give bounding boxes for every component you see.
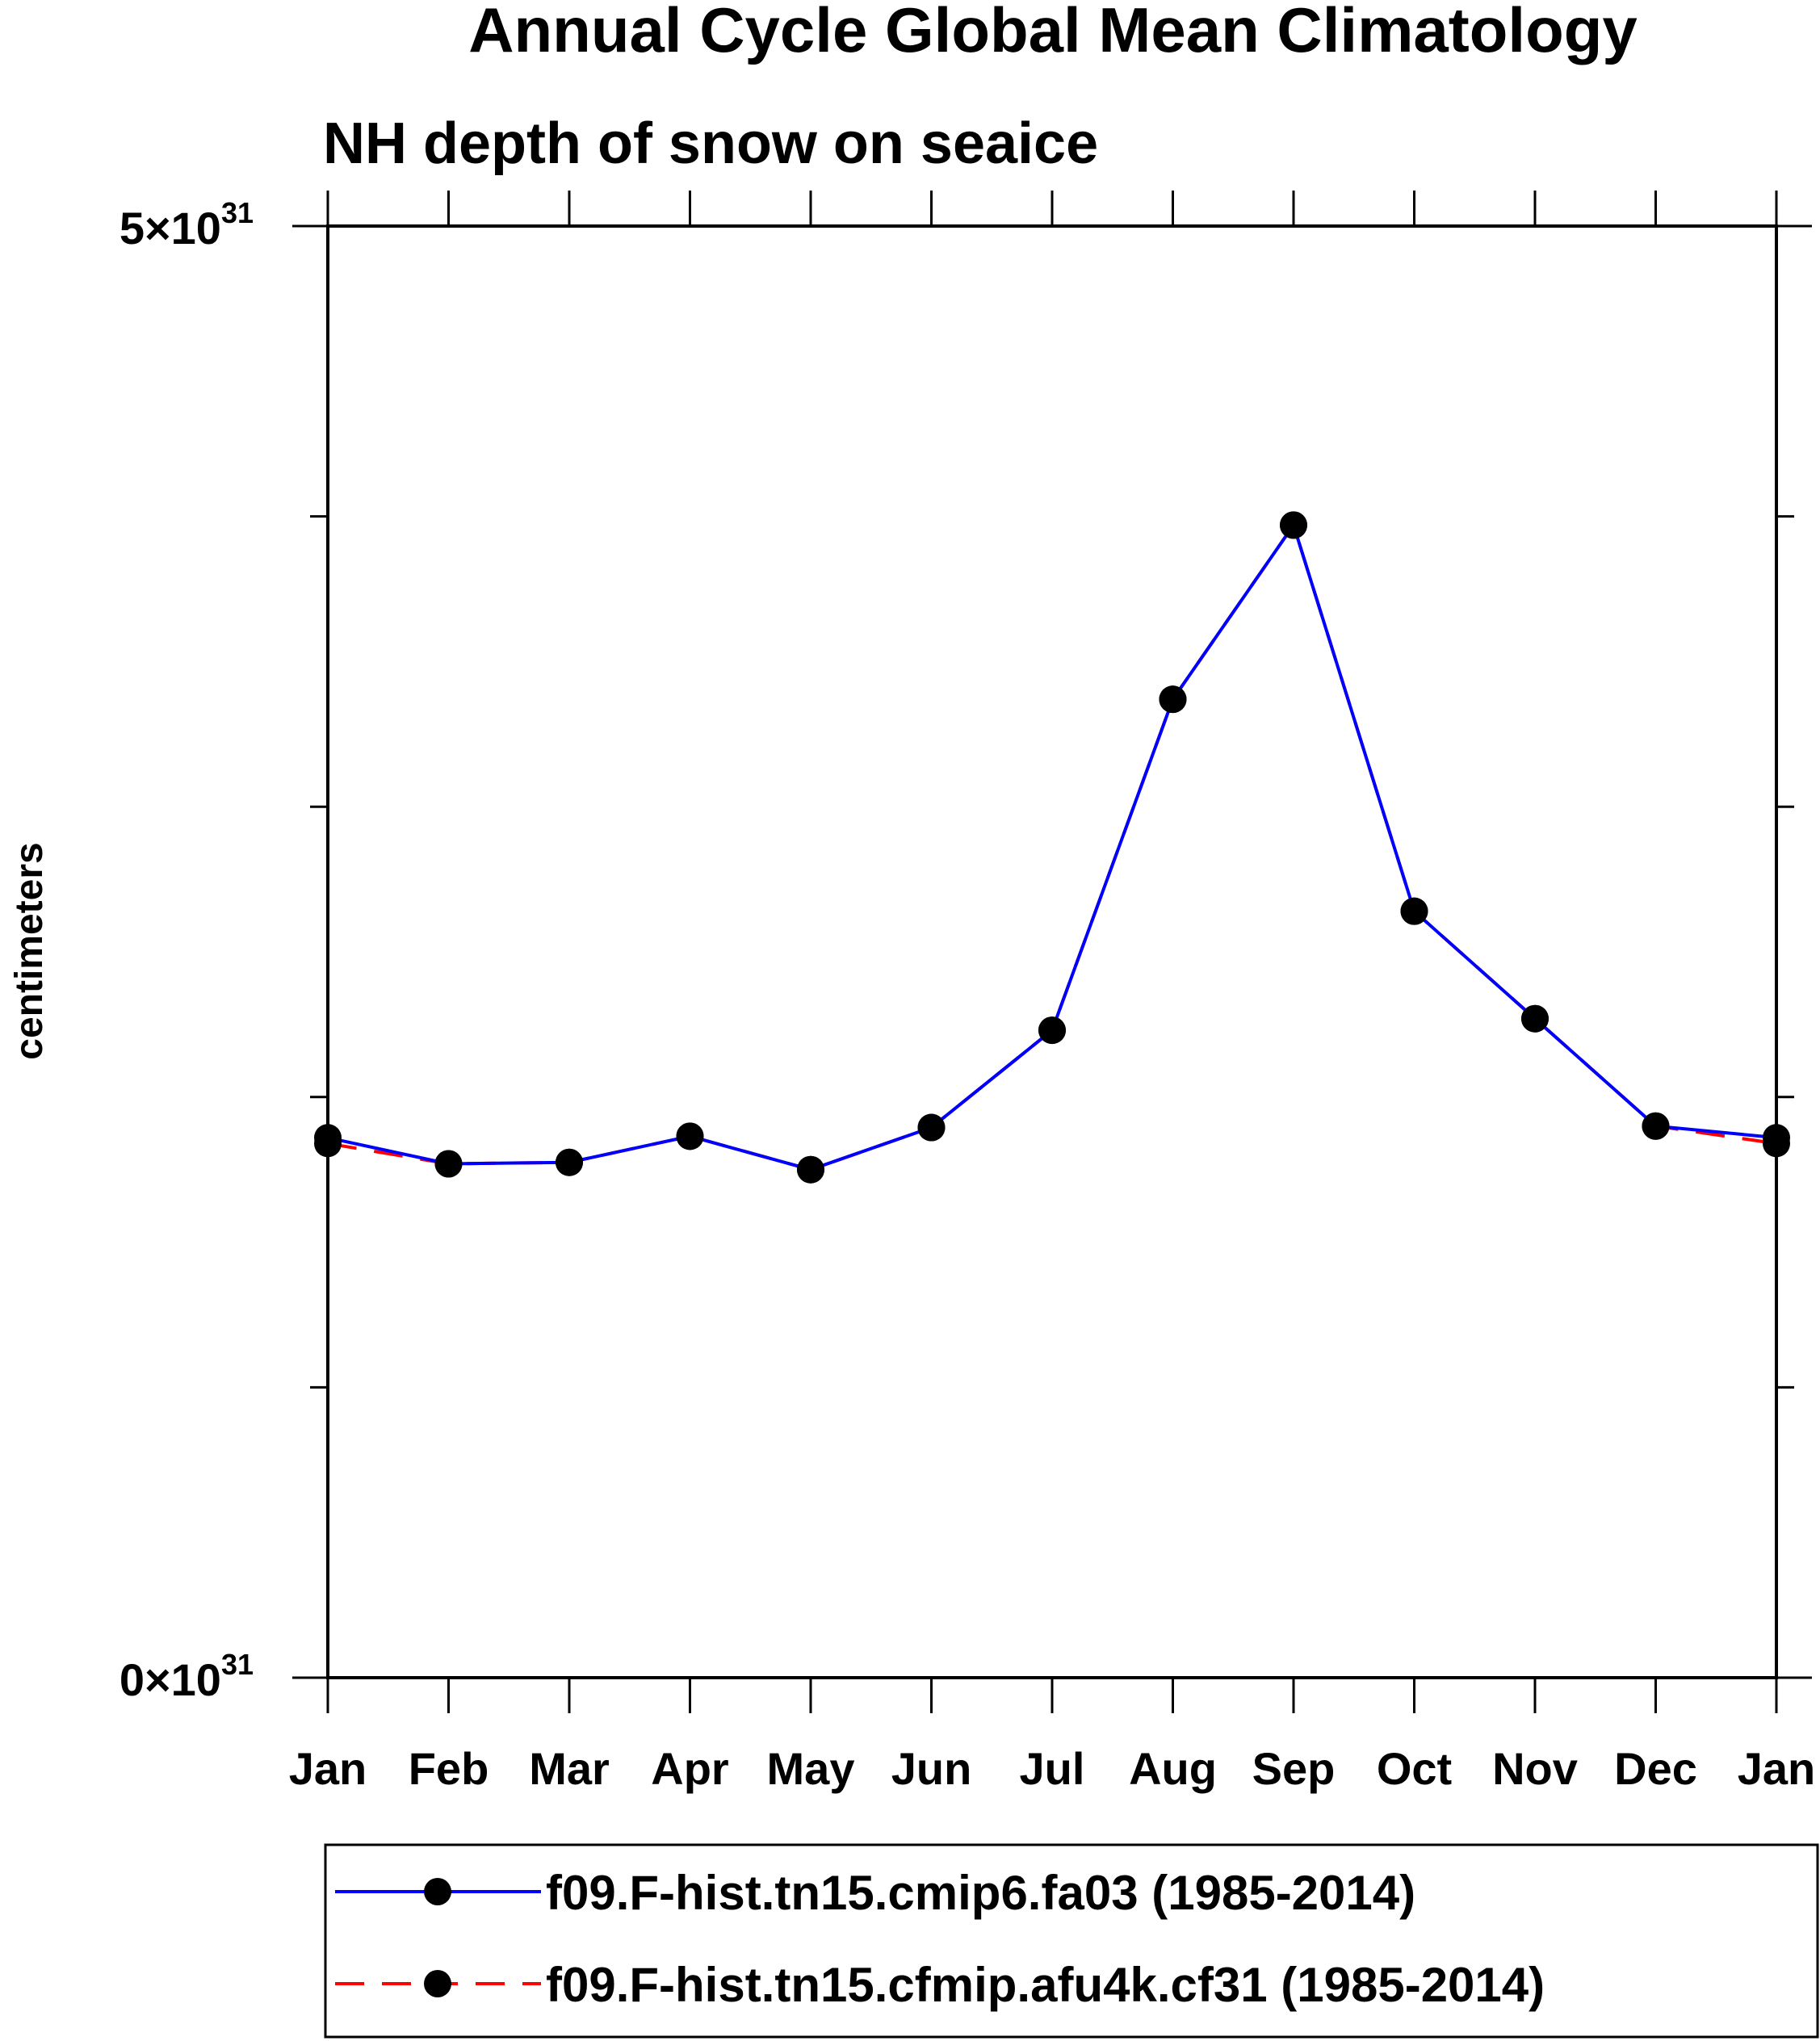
- data-point: [1400, 897, 1428, 925]
- data-point: [556, 1148, 583, 1176]
- series-layer: [314, 511, 1790, 1184]
- y-tick-label: 0×1031: [120, 1648, 254, 1705]
- x-tick-label: Aug: [1129, 1743, 1217, 1794]
- legend-label: f09.F-hist.tn15.cmip6.fa03 (1985-2014): [546, 1866, 1415, 1920]
- y-axis-label: centimeters: [8, 842, 51, 1059]
- legend: f09.F-hist.tn15.cmip6.fa03 (1985-2014) f0…: [324, 1843, 1819, 2039]
- data-point: [676, 1122, 704, 1150]
- legend-marker: [424, 1970, 451, 1997]
- legend-entries: f09.F-hist.tn15.cmip6.fa03 (1985-2014) f0…: [335, 1866, 1545, 2012]
- legend-label: f09.F-hist.tn15.cfmip.afu4k.cf31 (1985-2…: [546, 1958, 1545, 2012]
- x-tick-label: Nov: [1492, 1743, 1578, 1794]
- x-tick-label: Jun: [891, 1743, 972, 1794]
- axis-ticks: [292, 191, 1812, 1713]
- data-point: [434, 1150, 463, 1178]
- data-point: [797, 1155, 824, 1184]
- x-tick-label: Mar: [529, 1743, 610, 1794]
- x-tick-label: Jan: [1738, 1743, 1816, 1794]
- data-point: [1038, 1016, 1066, 1045]
- series-line: [327, 523, 1777, 1171]
- chart-subtitle: NH depth of snow on seaice: [323, 111, 1098, 176]
- x-tick-label: Apr: [651, 1743, 728, 1794]
- data-point: [314, 1124, 342, 1152]
- y-tick-label: 5×1031: [120, 196, 254, 254]
- x-tick-label: Jul: [1020, 1743, 1085, 1794]
- data-point: [1159, 685, 1187, 714]
- x-tick-label: Jan: [289, 1743, 367, 1794]
- data-point: [917, 1113, 946, 1142]
- series-line: [327, 523, 1777, 1171]
- x-tick-label: May: [767, 1743, 855, 1794]
- x-tick-label: Dec: [1614, 1743, 1697, 1794]
- data-point: [1763, 1124, 1790, 1152]
- x-tick-label: Oct: [1377, 1743, 1452, 1794]
- plot-frame: [326, 224, 1778, 1679]
- x-tick-labels: Jan Feb Mar Apr May Jun Jul Aug Sep Oct Nov Dec Jan: [289, 1743, 1816, 1794]
- y-tick-labels: 0×1031 5×1031: [120, 196, 254, 1705]
- chart-title: Annual Cycle Global Mean Climatology: [468, 0, 1638, 65]
- legend-box: [324, 1843, 1819, 2039]
- data-point: [1521, 1004, 1549, 1033]
- x-tick-label: Sep: [1252, 1743, 1336, 1794]
- legend-marker: [424, 1878, 451, 1905]
- x-tick-label: Feb: [409, 1743, 489, 1794]
- data-point: [1280, 511, 1307, 539]
- data-point: [1642, 1112, 1670, 1140]
